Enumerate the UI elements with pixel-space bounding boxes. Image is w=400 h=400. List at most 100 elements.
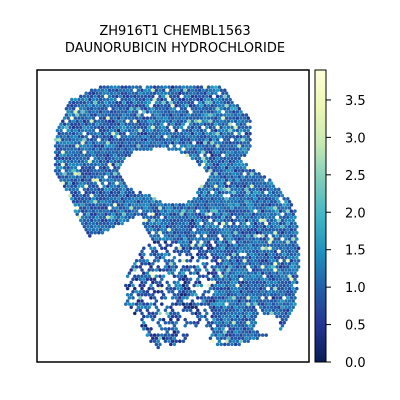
spot <box>188 234 193 238</box>
spot <box>185 134 189 139</box>
spot <box>174 103 178 108</box>
spot <box>174 227 178 232</box>
spot <box>140 274 144 278</box>
spot <box>183 206 187 210</box>
spot <box>133 113 137 117</box>
spot <box>271 196 276 201</box>
spot <box>120 147 124 151</box>
spot <box>129 305 133 309</box>
spot <box>250 178 254 182</box>
spot <box>260 184 265 189</box>
spot <box>215 299 220 303</box>
spot <box>197 94 202 99</box>
spot <box>156 203 160 207</box>
spot <box>228 159 232 164</box>
spot <box>172 330 177 334</box>
spot <box>278 296 283 300</box>
spot <box>158 144 162 148</box>
spot <box>192 246 196 251</box>
spot <box>111 206 115 210</box>
spot <box>203 116 207 120</box>
spot <box>61 150 65 154</box>
spot <box>149 277 153 282</box>
colorbar-tick-label: 1.0 <box>345 281 366 296</box>
spot <box>118 187 123 192</box>
spot <box>151 224 155 229</box>
spot <box>98 159 103 164</box>
spot <box>122 94 126 99</box>
spot <box>176 88 180 92</box>
spot <box>293 252 297 257</box>
spot <box>140 317 144 322</box>
spot <box>165 249 169 254</box>
spot <box>169 311 173 316</box>
spot <box>217 265 222 269</box>
spot <box>214 103 218 108</box>
spot <box>111 193 115 198</box>
spot <box>88 184 92 189</box>
spot <box>197 187 202 192</box>
spot <box>106 190 110 195</box>
spot <box>280 231 285 235</box>
spot <box>257 178 261 182</box>
spot <box>237 324 241 328</box>
spot <box>158 100 162 105</box>
spot <box>237 156 241 161</box>
spot <box>259 193 263 198</box>
spot <box>244 274 249 278</box>
spot <box>233 144 238 148</box>
spot <box>286 258 290 263</box>
spot <box>115 131 119 136</box>
spot <box>282 283 286 288</box>
spot <box>174 320 178 325</box>
spot <box>91 110 96 114</box>
spot <box>187 212 191 216</box>
spot <box>102 141 106 145</box>
spot <box>163 240 168 244</box>
spot <box>226 224 231 229</box>
spot <box>80 110 85 114</box>
spot <box>98 110 103 114</box>
spot <box>214 246 218 251</box>
spot <box>111 162 115 167</box>
spot <box>286 296 290 300</box>
spot <box>219 169 223 173</box>
spot <box>107 94 112 99</box>
spot <box>289 203 294 207</box>
spot <box>289 283 294 288</box>
spot <box>214 97 218 102</box>
spot <box>192 215 196 220</box>
spot <box>116 209 121 213</box>
spot <box>104 138 108 142</box>
spot <box>102 209 106 213</box>
spot <box>100 88 105 92</box>
spot <box>106 103 110 108</box>
spot <box>179 218 184 223</box>
spot <box>167 252 171 257</box>
spot <box>140 262 144 266</box>
spot <box>134 110 139 114</box>
spot <box>93 94 97 99</box>
spot <box>109 103 114 108</box>
spot <box>235 283 240 288</box>
spot <box>282 240 286 244</box>
spot <box>203 209 207 213</box>
spot <box>241 175 245 179</box>
spot <box>246 196 250 201</box>
spot <box>223 206 227 210</box>
spot <box>178 134 182 139</box>
spot <box>106 178 110 182</box>
spot <box>217 221 222 226</box>
spot <box>275 227 279 232</box>
spot <box>266 311 270 316</box>
spot <box>232 246 236 251</box>
spot <box>167 147 171 151</box>
spot <box>244 181 249 185</box>
spot <box>289 296 294 300</box>
spot <box>188 227 193 232</box>
spot <box>143 293 148 297</box>
spot <box>163 234 168 238</box>
spot <box>140 113 144 117</box>
spot <box>169 231 173 235</box>
